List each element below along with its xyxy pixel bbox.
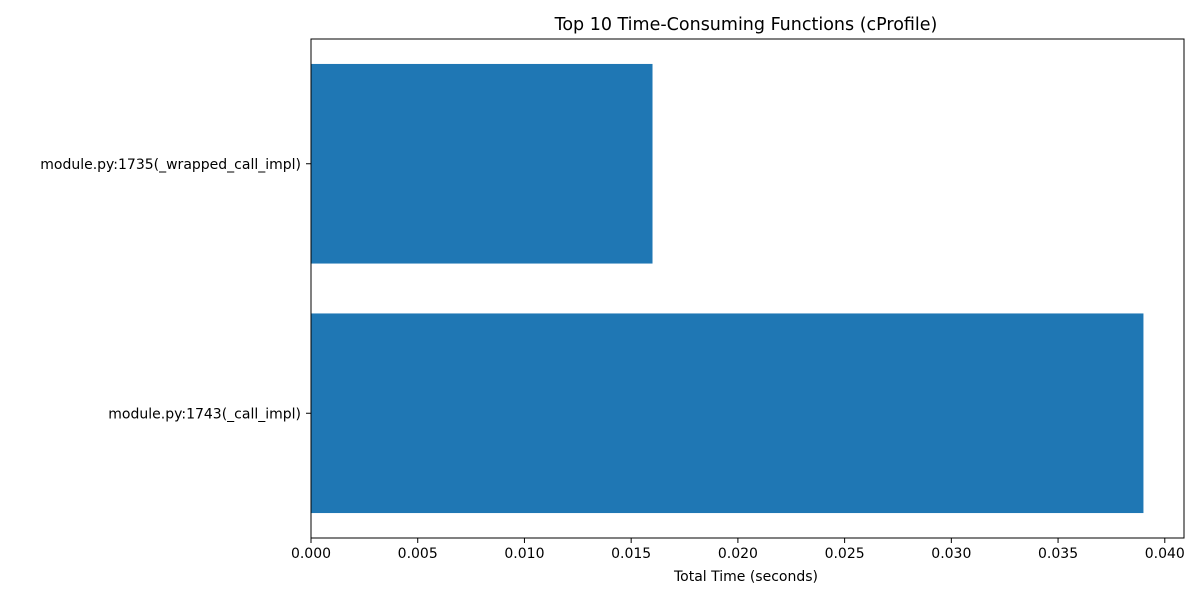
x-tick-label: 0.035 <box>1038 546 1078 562</box>
x-tick-label: 0.000 <box>291 546 331 562</box>
x-tick-label: 0.040 <box>1145 546 1185 562</box>
x-axis-label: Total Time (seconds) <box>673 569 818 585</box>
bar-0 <box>311 313 1144 514</box>
x-tick-label: 0.020 <box>718 546 758 562</box>
bars-layer <box>311 63 1144 514</box>
plot-frame <box>310 38 1185 539</box>
axes-layer: module.py:1743(_call_impl) module.py:1735… <box>40 38 1185 562</box>
chart-title: Top 10 Time-Consuming Functions (cProfil… <box>554 15 938 35</box>
y-tick-label: module.py:1735(_wrapped_call_impl) <box>40 157 301 173</box>
bar-1 <box>311 63 653 264</box>
y-tick-label: module.py:1743(_call_impl) <box>108 406 301 422</box>
x-tick-label: 0.030 <box>931 546 971 562</box>
x-tick-label: 0.010 <box>504 546 544 562</box>
x-tick-label: 0.005 <box>398 546 438 562</box>
x-tick-label: 0.025 <box>825 546 865 562</box>
x-tick-label: 0.015 <box>611 546 651 562</box>
